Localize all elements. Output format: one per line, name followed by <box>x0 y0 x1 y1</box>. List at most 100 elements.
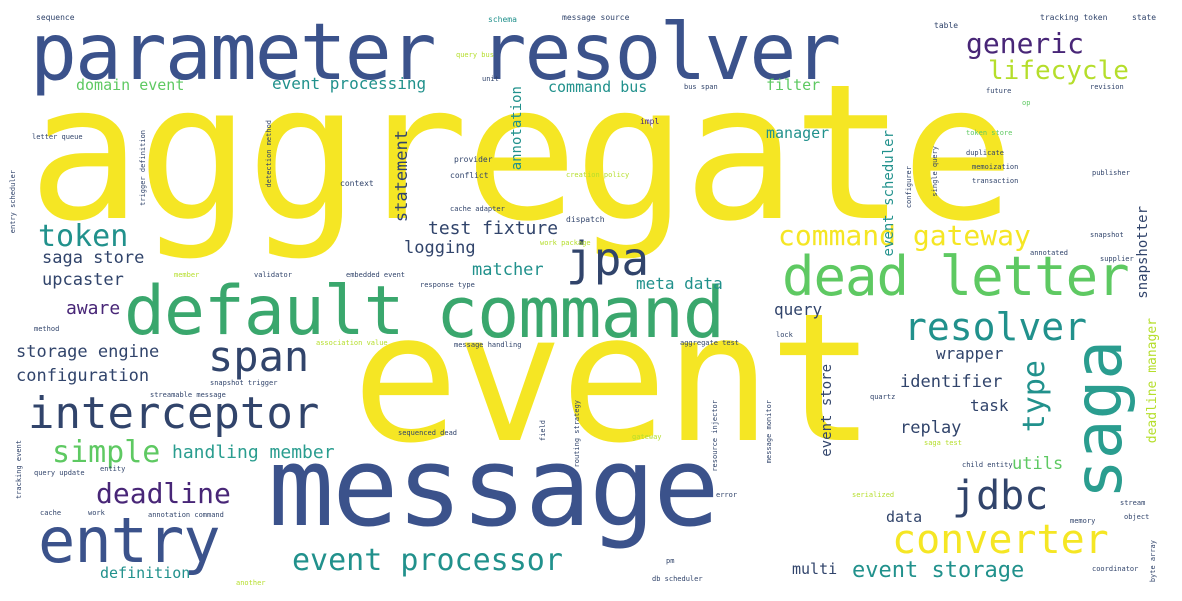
word-schema: schema <box>488 15 517 24</box>
word-unit: unit <box>482 75 499 83</box>
word-supplier: supplier <box>1100 255 1134 263</box>
word-message: message <box>268 423 720 551</box>
word-manager: manager <box>766 124 830 142</box>
word-stream: stream <box>1120 499 1146 507</box>
word-converter: converter <box>892 517 1109 563</box>
word-state: state <box>1132 13 1157 22</box>
word-context: context <box>340 179 374 188</box>
word-member: member <box>174 271 200 279</box>
word-test-fixture: test fixture <box>428 218 559 239</box>
word-simple: simple <box>52 435 161 470</box>
word-cache-adapter: cache adapter <box>450 205 505 213</box>
word-replay: replay <box>900 418 962 438</box>
word-resolver: resolver <box>904 305 1088 349</box>
word-meta-data: meta data <box>636 274 723 293</box>
word-configuration: configuration <box>16 366 150 386</box>
word-aggregate: aggregate <box>28 44 1015 263</box>
word-default: default <box>124 272 405 351</box>
word-identifier: identifier <box>900 372 1003 392</box>
word-query-update: query update <box>34 469 85 477</box>
word-storage-engine: storage engine <box>16 342 160 362</box>
word-statement: statement <box>392 130 412 223</box>
word-memory: memory <box>1070 517 1096 525</box>
word-response-type: response type <box>420 281 475 289</box>
word-wrapper: wrapper <box>936 344 1004 363</box>
word-event-processing: event processing <box>272 74 427 93</box>
word-error: error <box>716 491 738 499</box>
word-bus-span: bus span <box>684 83 718 91</box>
word-object: object <box>1124 513 1150 521</box>
word-saga-test: saga test <box>924 439 962 447</box>
word-creation-policy: creation policy <box>566 171 630 179</box>
word-message-source: message source <box>562 13 630 22</box>
word-token-store: token store <box>966 129 1013 137</box>
word-definition: definition <box>100 564 191 582</box>
word-embedded-event: embedded event <box>346 271 406 279</box>
word-domain-event: domain event <box>76 76 185 94</box>
word-child-entity: child entity <box>962 461 1013 469</box>
word-method: method <box>34 325 60 333</box>
word-deadline: deadline <box>96 477 231 510</box>
word-entry: entry <box>38 504 221 577</box>
word-provider: provider <box>454 155 493 164</box>
word-logging: logging <box>404 238 476 258</box>
word-task: task <box>970 396 1009 415</box>
word-event-storage: event storage <box>852 558 1025 583</box>
word-event: event <box>352 275 876 482</box>
word-transaction: transaction <box>972 177 1019 185</box>
word-deadline-manager: deadline manager <box>1145 318 1160 444</box>
word-duplicate: duplicate <box>966 149 1004 157</box>
word-entity: entity <box>100 465 126 473</box>
word-multi: multi <box>792 560 838 578</box>
word-byte-array: byte array <box>1149 540 1157 583</box>
word-data: data <box>886 508 923 526</box>
word-revision: revision <box>1090 83 1124 91</box>
word-dead-letter: dead letter <box>782 245 1130 308</box>
word-query: query <box>774 300 823 319</box>
word-serialized: serialized <box>852 491 895 499</box>
word-db-scheduler: db scheduler <box>652 575 703 583</box>
word-table: table <box>934 21 959 30</box>
word-routing-strategy: routing strategy <box>573 400 581 468</box>
word-command: command <box>436 272 725 354</box>
word-snapshot-trigger: snapshot trigger <box>210 379 278 387</box>
word-tracking-token: tracking token <box>1040 13 1108 22</box>
word-field: field <box>539 420 547 442</box>
word-lock: lock <box>776 331 793 339</box>
word-tracking-event: tracking event <box>15 440 23 500</box>
word-streamable-message: streamable message <box>150 391 226 399</box>
word-message-handling: message handling <box>454 341 522 349</box>
word-sequenced-dead: sequenced dead <box>398 429 458 437</box>
word-dispatch: dispatch <box>566 215 605 224</box>
word-annotation: annotation <box>509 86 525 171</box>
word-event-processor: event processor <box>292 543 563 578</box>
word-upcaster: upcaster <box>42 270 124 290</box>
word-publisher: publisher <box>1092 169 1130 177</box>
word-saga: saga <box>1060 340 1137 499</box>
word-saga-store: saga store <box>42 248 145 268</box>
word-aggregate-test: aggregate test <box>680 339 740 347</box>
word-association-value: association value <box>316 339 388 347</box>
word-letter-queue: letter queue <box>32 133 83 141</box>
word-utils: utils <box>1012 454 1064 474</box>
word-jdbc: jdbc <box>952 473 1049 519</box>
word-conflict: conflict <box>450 171 489 180</box>
word-jpa: jpa <box>566 232 650 286</box>
word-op: op <box>1022 99 1031 107</box>
word-message-monitor: message monitor <box>765 400 773 464</box>
word-query-bus: query bus <box>456 51 494 59</box>
word-snapshot: snapshot <box>1090 231 1124 239</box>
word-quartz: quartz <box>870 393 896 401</box>
word-memoization: memoization <box>972 163 1019 171</box>
word-event-store: event store <box>819 364 835 457</box>
word-validator: validator <box>254 271 292 279</box>
word-generic: generic <box>966 27 1085 60</box>
word-sequence: sequence <box>36 13 75 22</box>
word-snapshotter: snapshotter <box>1135 206 1151 299</box>
word-pm: pm <box>666 557 675 565</box>
word-annotated: annotated <box>1030 249 1068 257</box>
word-entry-scheduler: entry scheduler <box>9 170 17 234</box>
word-parameter-resolver: parameter resolver <box>30 8 841 98</box>
word-aware: aware <box>66 298 121 319</box>
